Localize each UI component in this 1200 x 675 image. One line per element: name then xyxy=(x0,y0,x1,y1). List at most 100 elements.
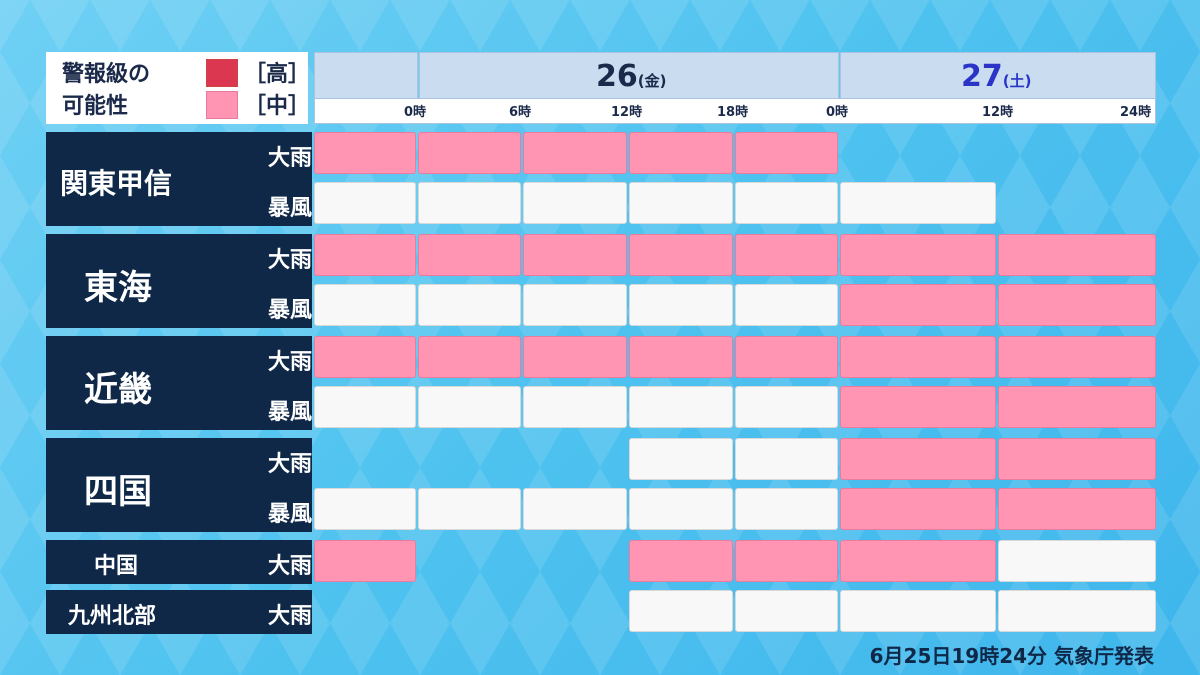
region-shikoku: 四国 大雨 暴風 xyxy=(46,438,312,532)
forecast-cell-mid xyxy=(998,438,1156,480)
day-27-label: 27(土) xyxy=(961,59,1031,94)
forecast-cell-mid xyxy=(735,132,838,174)
forecast-cell-none xyxy=(840,182,996,224)
forecast-cell-mid xyxy=(735,540,838,582)
forecast-cell-none xyxy=(523,284,627,326)
day-26-label: 26(金) xyxy=(596,59,666,94)
forecast-cell-mid xyxy=(523,132,627,174)
forecast-cell-mid xyxy=(314,336,416,378)
legend: 警報級の 可能性 ［高］ ［中］ xyxy=(46,52,311,124)
region-name: 関東甲信 xyxy=(60,167,173,200)
forecast-cell-none xyxy=(735,182,838,224)
hazard-label: 大雨 xyxy=(268,554,313,579)
forecast-cell-mid xyxy=(418,132,521,174)
region-kanto-koshin: 関東甲信 大雨 暴風 xyxy=(46,132,312,226)
tick-label: 12時 xyxy=(982,105,1014,120)
forecast-cell-high xyxy=(523,540,627,582)
hazard-label: 大雨 xyxy=(268,604,313,629)
forecast-cell-none xyxy=(629,438,733,480)
legend-title-line2: 可能性 xyxy=(62,94,129,119)
forecast-cell-none xyxy=(418,182,521,224)
forecast-cell-mid xyxy=(735,336,838,378)
legend-mid-label: ［中］ xyxy=(244,94,311,119)
forecast-cell-high xyxy=(314,438,416,480)
forecast-cell-mid xyxy=(418,234,521,276)
forecast-cell-none xyxy=(314,386,416,428)
legend-high-label: ［高］ xyxy=(244,62,311,87)
hazard-label: 大雨 xyxy=(268,248,313,273)
forecast-cell-mid xyxy=(314,132,416,174)
forecast-cell-mid xyxy=(523,336,627,378)
tick-label: 6時 xyxy=(509,105,532,120)
forecast-cell-high xyxy=(418,540,521,582)
forecast-cell-none xyxy=(629,182,733,224)
forecast-cell-high xyxy=(998,132,1156,174)
forecast-cell-none xyxy=(998,590,1156,632)
hour-strip xyxy=(314,98,1156,124)
forecast-cell-mid xyxy=(629,234,733,276)
tick-label: 0時 xyxy=(826,105,849,120)
forecast-cell-high xyxy=(523,590,627,632)
forecast-cell-none xyxy=(629,488,733,530)
forecast-cell-high xyxy=(523,438,627,480)
forecast-cell-mid xyxy=(735,234,838,276)
day-26-date: 26 xyxy=(596,59,638,94)
forecast-cell-none xyxy=(418,488,521,530)
region-kinki: 近畿 大雨 暴風 xyxy=(46,336,312,430)
forecast-cell-high xyxy=(418,438,521,480)
hazard-label: 暴風 xyxy=(268,196,313,221)
region-tokai: 東海 大雨 暴風 xyxy=(46,234,312,328)
forecast-cell-mid xyxy=(840,234,996,276)
forecast-cell-mid xyxy=(523,234,627,276)
tick-label: 0時 xyxy=(404,105,427,120)
forecast-cell-mid xyxy=(314,540,416,582)
forecast-cell-none xyxy=(418,284,521,326)
region-kyushu-north: 九州北部 大雨 xyxy=(46,590,312,634)
forecast-cell-high xyxy=(314,590,416,632)
issued-note: 6月25日19時24分 気象庁発表 xyxy=(869,644,1154,668)
forecast-cell-none xyxy=(314,182,416,224)
forecast-cell-mid xyxy=(998,386,1156,428)
forecast-cell-mid xyxy=(998,284,1156,326)
tick-label: 24時 xyxy=(1120,105,1152,120)
day-27-weekday: (土) xyxy=(1002,72,1032,90)
hazard-label: 大雨 xyxy=(268,350,313,375)
forecast-cell-none xyxy=(418,386,521,428)
forecast-cell-mid xyxy=(314,234,416,276)
hazard-label: 暴風 xyxy=(268,502,313,527)
forecast-cell-mid xyxy=(840,386,996,428)
forecast-cell-mid xyxy=(998,336,1156,378)
forecast-cell-none xyxy=(629,284,733,326)
hazard-label: 暴風 xyxy=(268,400,313,425)
legend-title-line1: 警報級の xyxy=(62,62,151,87)
forecast-cell-mid xyxy=(840,284,996,326)
forecast-cell-none xyxy=(523,488,627,530)
forecast-cell-mid xyxy=(629,336,733,378)
forecast-cell-mid xyxy=(998,234,1156,276)
region-name: 四国 xyxy=(84,472,152,512)
forecast-cell-mid xyxy=(418,336,521,378)
forecast-cell-none xyxy=(735,590,838,632)
forecast-cell-high xyxy=(418,590,521,632)
hazard-label: 大雨 xyxy=(268,452,313,477)
region-chugoku: 中国 大雨 xyxy=(46,540,312,584)
forecast-cell-none xyxy=(735,488,838,530)
forecast-cell-none xyxy=(314,284,416,326)
legend-mid-swatch xyxy=(206,91,238,119)
forecast-cell-high xyxy=(998,182,1156,224)
forecast-cell-mid xyxy=(840,488,996,530)
day-26-weekday: (金) xyxy=(637,72,667,90)
forecast-cell-none xyxy=(523,386,627,428)
forecast-cell-none xyxy=(314,488,416,530)
forecast-cell-high xyxy=(840,132,996,174)
forecast-cell-none xyxy=(629,590,733,632)
region-name: 東海 xyxy=(84,268,152,308)
forecast-cell-mid xyxy=(629,540,733,582)
legend-high-swatch xyxy=(206,59,238,87)
hazard-label: 大雨 xyxy=(268,146,313,171)
tick-label: 12時 xyxy=(611,105,643,120)
forecast-cell-none xyxy=(840,590,996,632)
forecast-cell-none xyxy=(735,386,838,428)
forecast-cell-none xyxy=(523,182,627,224)
forecast-cell-mid xyxy=(629,132,733,174)
